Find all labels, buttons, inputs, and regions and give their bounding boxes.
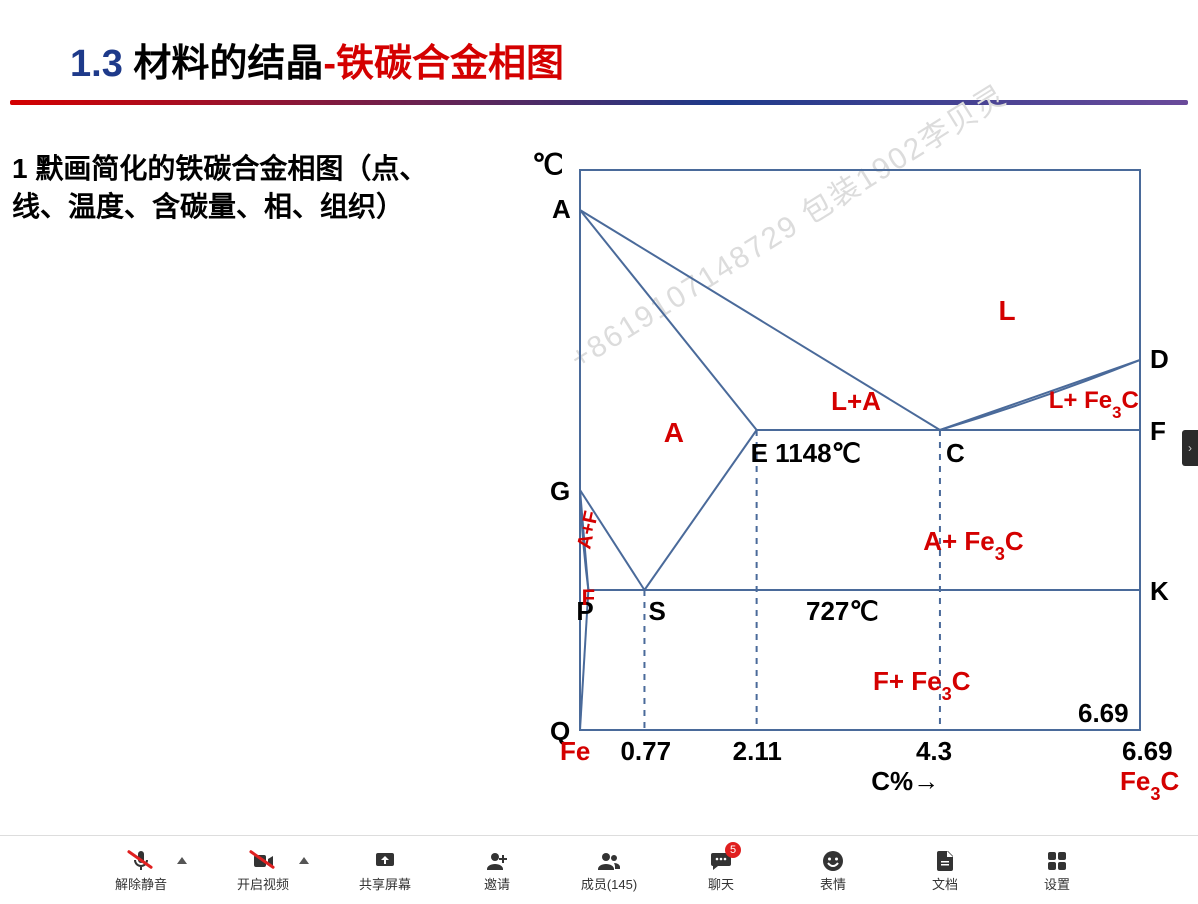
svg-text:727℃: 727℃ — [806, 596, 879, 626]
mic-off-icon — [127, 848, 155, 874]
svg-text:6.69: 6.69 — [1122, 736, 1173, 766]
toolbar-mute-label: 解除静音 — [115, 874, 167, 893]
heading-sub: 铁碳合金相图 — [336, 43, 564, 85]
svg-text:D: D — [1150, 344, 1169, 374]
phase-diagram: ℃ADE 1148℃CFGSPKQLL+AL+ Fe3CAA+FFA+ Fe3C… — [380, 130, 1190, 770]
cam-off-icon — [249, 848, 277, 874]
svg-text:C%→: C%→ — [871, 766, 939, 796]
toolbar-chat-button[interactable]: 聊天5 — [685, 848, 757, 893]
heading-rule — [10, 100, 1188, 105]
svg-text:A+ Fe3C: A+ Fe3C — [923, 526, 1024, 564]
heading-section: 1.3 — [70, 43, 123, 85]
toolbar-emoji-button[interactable]: 表情 — [797, 848, 869, 893]
svg-text:E 1148℃: E 1148℃ — [751, 438, 861, 468]
svg-text:4.3: 4.3 — [916, 736, 952, 766]
svg-text:0.77: 0.77 — [620, 736, 671, 766]
svg-text:℃: ℃ — [532, 149, 563, 180]
members-icon — [595, 848, 623, 874]
toolbar-share-label: 共享屏幕 — [359, 874, 411, 893]
toolbar-members-label: 成员(145) — [581, 874, 637, 893]
chat-badge: 5 — [725, 842, 741, 858]
toolbar-settings-label: 设置 — [1044, 874, 1070, 893]
toolbar-share-button[interactable]: 共享屏幕 — [349, 848, 421, 893]
toolbar-mute-button[interactable]: 解除静音 — [105, 848, 177, 893]
toolbar-video-button[interactable]: 开启视频 — [227, 848, 299, 893]
invite-icon — [483, 848, 511, 874]
toolbar-doc-button[interactable]: 文档 — [909, 848, 981, 893]
emoji-icon — [819, 848, 847, 874]
toolbar-settings-button[interactable]: 设置 — [1021, 848, 1093, 893]
svg-text:F: F — [1150, 416, 1166, 446]
toolbar-video-label: 开启视频 — [237, 874, 289, 893]
slide-area: 1.3 材料的结晶-铁碳合金相图 1 默画简化的铁碳合金相图（点、 线、温度、含… — [0, 0, 1198, 835]
question-prompt: 1 默画简化的铁碳合金相图（点、 线、温度、含碳量、相、组织） — [12, 150, 427, 226]
toolbar-video-caret[interactable] — [299, 857, 309, 864]
svg-text:L: L — [999, 295, 1016, 326]
toolbar-invite-button[interactable]: 邀请 — [461, 848, 533, 893]
heading-dash: - — [323, 43, 336, 85]
svg-text:F+ Fe3C: F+ Fe3C — [873, 666, 971, 704]
svg-text:A+F: A+F — [573, 509, 602, 551]
svg-text:F: F — [582, 585, 595, 610]
toolbar-members-button[interactable]: 成员(145) — [573, 848, 645, 893]
svg-text:S: S — [648, 596, 665, 626]
doc-icon — [931, 848, 959, 874]
prompt-line1: 1 默画简化的铁碳合金相图（点、 — [12, 150, 427, 188]
toolbar-mute-caret[interactable] — [177, 857, 187, 864]
svg-text:G: G — [550, 476, 570, 506]
svg-text:L+A: L+A — [831, 386, 881, 416]
svg-text:6.69: 6.69 — [1078, 698, 1129, 728]
sidebar-collapse-handle[interactable]: › — [1182, 430, 1198, 466]
svg-text:2.11: 2.11 — [733, 736, 782, 766]
toolbar-emoji-label: 表情 — [820, 874, 846, 893]
meeting-toolbar: 解除静音开启视频共享屏幕邀请成员(145)聊天5表情文档设置 — [0, 835, 1198, 904]
svg-text:L+ Fe3C: L+ Fe3C — [1049, 387, 1139, 422]
share-icon — [371, 848, 399, 874]
prompt-line2: 线、温度、含碳量、相、组织） — [12, 188, 427, 226]
heading-main: 材料的结晶 — [123, 43, 324, 85]
svg-text:Fe: Fe — [560, 736, 590, 766]
grid-icon — [1043, 848, 1071, 874]
toolbar-invite-label: 邀请 — [484, 874, 510, 893]
svg-text:Fe3C: Fe3C — [1120, 766, 1179, 804]
toolbar-doc-label: 文档 — [932, 874, 958, 893]
heading: 1.3 材料的结晶-铁碳合金相图 — [70, 32, 564, 87]
svg-text:A: A — [664, 417, 684, 448]
svg-text:C: C — [946, 438, 965, 468]
svg-text:A: A — [552, 194, 571, 224]
svg-text:K: K — [1150, 576, 1169, 606]
toolbar-chat-label: 聊天 — [708, 874, 734, 893]
